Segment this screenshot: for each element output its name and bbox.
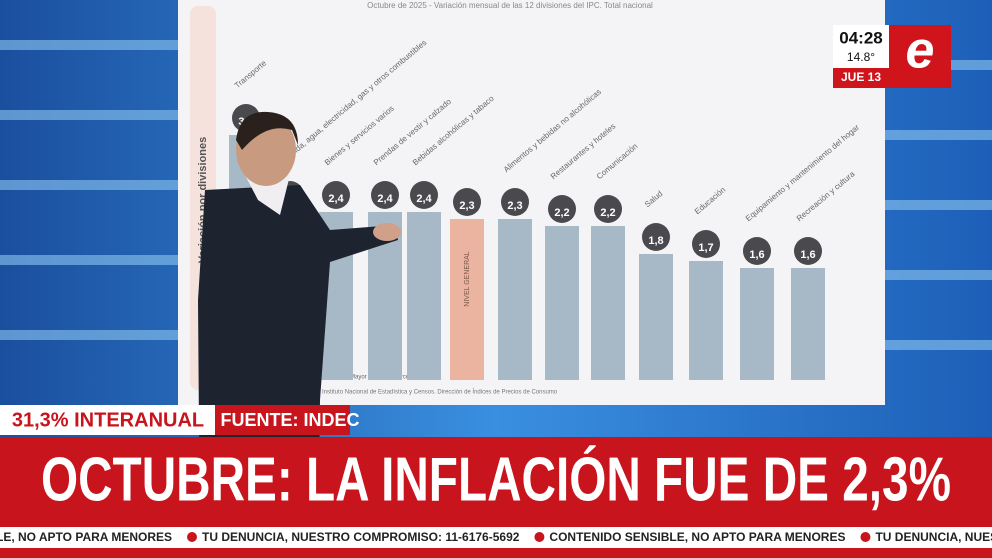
bar	[407, 212, 441, 380]
bar-text: NIVEL GENERAL	[464, 251, 471, 306]
bar	[740, 268, 774, 380]
value-label: 2,3	[507, 200, 522, 212]
channel-logo: e	[906, 22, 935, 80]
ticker-item: TU DENUNCIA, NUESTRO COMPROMISO: 11-6176…	[202, 530, 520, 544]
value-badge	[371, 181, 399, 209]
day: JUE 13	[841, 70, 881, 84]
tag-box	[0, 405, 215, 435]
bottom-strip	[0, 548, 992, 558]
value-label: 1,8	[648, 235, 663, 247]
value-badge	[501, 188, 529, 216]
temperature: 14.8°	[847, 50, 875, 64]
value-badge	[548, 195, 576, 223]
ticker-dot	[534, 532, 545, 542]
ticker: LE, NO APTO PARA MENORES TU DENUNCIA, NUE…	[0, 530, 992, 544]
value-badge	[322, 181, 350, 209]
headline: OCTUBRE: LA INFLACIÓN FUE DE 2,3%	[41, 445, 951, 514]
value-badge	[642, 223, 670, 251]
value-label: 1,7	[698, 242, 713, 254]
value-badge	[743, 237, 771, 265]
value-label: 2,2	[554, 207, 569, 219]
studio-stripes	[0, 40, 992, 350]
value-label: 2,2	[600, 207, 615, 219]
headline-box	[0, 437, 992, 527]
value-label: 1,6	[749, 249, 764, 261]
chart-source: Fuente: Instituto Nacional de Estadístic…	[300, 389, 558, 396]
value-label: 2,4	[328, 193, 344, 205]
bar	[639, 254, 673, 380]
ticker-item: TU DENUNCIA, NUESTRO COMPROMISO: 11-6176…	[875, 530, 992, 544]
value-label: 2,3	[459, 200, 474, 212]
bar	[791, 268, 825, 380]
value-label: 2,4	[416, 193, 432, 205]
clock-box: 04:28 14.8° JUE 13 e	[833, 22, 951, 88]
bar	[450, 219, 484, 380]
source: FUENTE: INDEC	[221, 410, 360, 430]
ticker-bar	[0, 527, 992, 548]
bar	[591, 226, 625, 380]
source-box	[215, 405, 350, 435]
ticker-dot	[187, 532, 198, 542]
bar	[498, 219, 532, 380]
clock: 04:28	[839, 28, 882, 47]
value-badge	[594, 195, 622, 223]
ticker-dot	[860, 532, 871, 542]
bar	[545, 226, 579, 380]
value-badge	[453, 188, 481, 216]
value-badge	[794, 237, 822, 265]
chart-subtitle: Octubre de 2025 - Variación mensual de l…	[367, 1, 653, 10]
value-label: 1,6	[800, 249, 815, 261]
bar	[689, 261, 723, 380]
ticker-item: LE, NO APTO PARA MENORES	[0, 530, 172, 544]
value-label: 2,4	[377, 193, 393, 205]
value-badge	[410, 181, 438, 209]
tag: 31,3% INTERANUAL	[12, 409, 204, 431]
value-badge	[692, 230, 720, 258]
ticker-item: CONTENIDO SENSIBLE, NO APTO PARA MENORES	[549, 530, 845, 544]
